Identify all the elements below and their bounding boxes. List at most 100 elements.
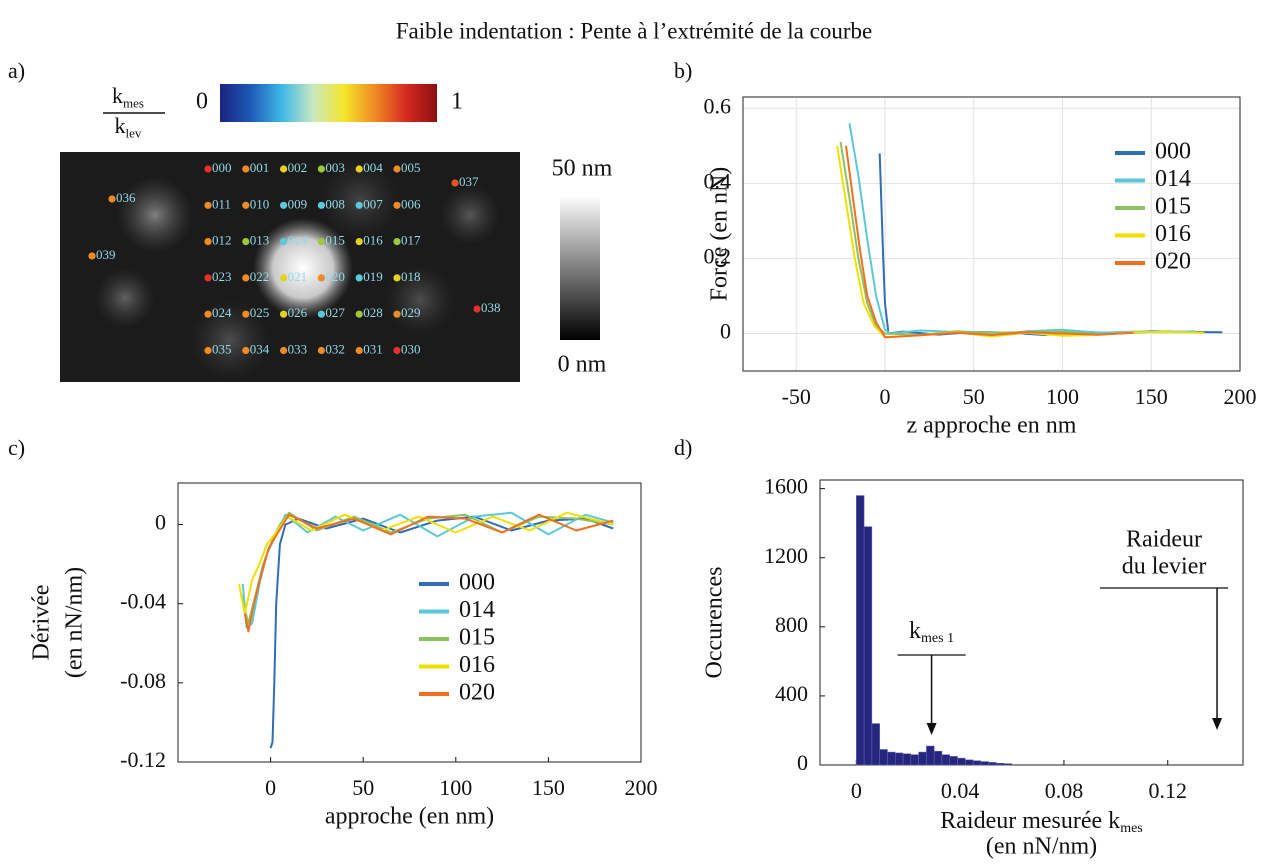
- label: klev: [115, 113, 142, 141]
- x-tick-label: 0: [851, 778, 862, 803]
- legend-label: 016: [459, 652, 495, 678]
- point-label: 011: [212, 196, 231, 211]
- point-label: 001: [250, 160, 269, 175]
- panel-label: b): [674, 58, 692, 83]
- point: [242, 165, 250, 173]
- point-label: 010: [250, 196, 269, 211]
- point: [317, 274, 325, 282]
- point: [393, 165, 401, 173]
- point: [204, 238, 212, 246]
- point-label: 027: [325, 305, 345, 320]
- point-label: 037: [459, 174, 479, 189]
- point: [451, 179, 459, 187]
- point: [355, 310, 363, 318]
- y-axis-label: Dérivée: [29, 585, 55, 661]
- point-label: 017: [401, 233, 421, 248]
- legend-label: 015: [459, 625, 495, 651]
- point-label: 019: [363, 269, 383, 284]
- x-tick-label: 0: [265, 775, 276, 800]
- point: [317, 310, 325, 318]
- point-label: 013: [250, 233, 269, 248]
- point-label: 029: [401, 305, 421, 320]
- annotation-text: du levier: [1122, 554, 1207, 580]
- histogram-bar: [933, 750, 943, 766]
- point-label: 022: [250, 269, 269, 284]
- point: [280, 310, 288, 318]
- point: [355, 274, 363, 282]
- panel-label: d): [674, 435, 692, 460]
- x-tick-label: 100: [1046, 384, 1079, 409]
- label-base: Raideur mesurée k: [940, 808, 1120, 834]
- point: [355, 346, 363, 355]
- point: [355, 201, 363, 209]
- series-line: [269, 515, 614, 749]
- histogram-bar: [910, 754, 919, 766]
- point: [242, 310, 250, 318]
- point: [242, 238, 250, 246]
- histogram-bar: [918, 751, 927, 766]
- point: [355, 165, 363, 173]
- x-tick-label: 50: [963, 384, 985, 409]
- histogram-bar: [902, 753, 912, 766]
- point: [317, 201, 325, 209]
- x-axis-label: approche (en nm): [325, 804, 494, 830]
- x-tick-label: 50: [352, 775, 374, 800]
- point: [280, 201, 288, 209]
- point-label: 005: [401, 160, 421, 175]
- point: [204, 310, 212, 318]
- y-axis-label: Occurences: [702, 567, 728, 679]
- label: kmes: [112, 83, 144, 111]
- y-tick-label: -0.12: [120, 747, 166, 772]
- point: [280, 238, 288, 246]
- point: [204, 201, 212, 209]
- x-axis-label-line2: (en nN/nm): [986, 834, 1097, 860]
- point-label: 008: [325, 196, 345, 211]
- point: [204, 165, 212, 173]
- series-line: [848, 123, 1196, 337]
- y-tick-label: 0: [155, 510, 166, 535]
- point-label: 035: [212, 341, 232, 356]
- x-tick-label: 200: [625, 775, 658, 800]
- histogram-bar: [972, 760, 982, 766]
- point-label: 030: [401, 341, 421, 356]
- point-label: 014: [288, 233, 308, 248]
- series-line: [839, 141, 1170, 336]
- series-line: [243, 513, 614, 633]
- plot-frame: [742, 96, 1241, 372]
- series-line: [845, 145, 1134, 339]
- point-label: 000: [212, 160, 232, 175]
- label: Raideur mesurée kmes: [940, 808, 1143, 837]
- point: [280, 274, 288, 282]
- point: [393, 274, 401, 282]
- y-tick-label: 800: [775, 612, 808, 637]
- y-tick-label: 400: [775, 681, 808, 706]
- y-tick-label: -0.04: [120, 589, 166, 614]
- y-tick-label: 0.6: [704, 93, 732, 118]
- point: [88, 252, 96, 260]
- point: [473, 305, 481, 313]
- histogram-bar: [887, 751, 896, 766]
- point: [317, 346, 325, 355]
- y-tick-label: 0: [720, 319, 731, 344]
- point: [108, 195, 116, 203]
- x-tick-label: 0.08: [1045, 778, 1084, 803]
- point-label: 003: [325, 160, 345, 175]
- point: [280, 346, 288, 355]
- height-tick-label: 0 nm: [558, 352, 607, 378]
- point-label: 038: [481, 300, 501, 315]
- histogram-bar: [988, 762, 997, 766]
- histogram-bar: [1004, 763, 1013, 766]
- point-label: 025: [250, 305, 269, 320]
- legend-label: 014: [1155, 166, 1191, 192]
- y-axis-label: (en nN/nm): [62, 567, 88, 678]
- point-label: 018: [401, 269, 421, 284]
- annotation-text: Raideur: [1126, 527, 1202, 553]
- histogram-bar: [957, 757, 966, 766]
- legend-label: 000: [459, 570, 495, 596]
- point: [393, 201, 401, 209]
- arrow-head: [1212, 718, 1223, 730]
- histogram-bar: [879, 749, 888, 766]
- point: [355, 238, 363, 246]
- panel-label: c): [8, 435, 25, 460]
